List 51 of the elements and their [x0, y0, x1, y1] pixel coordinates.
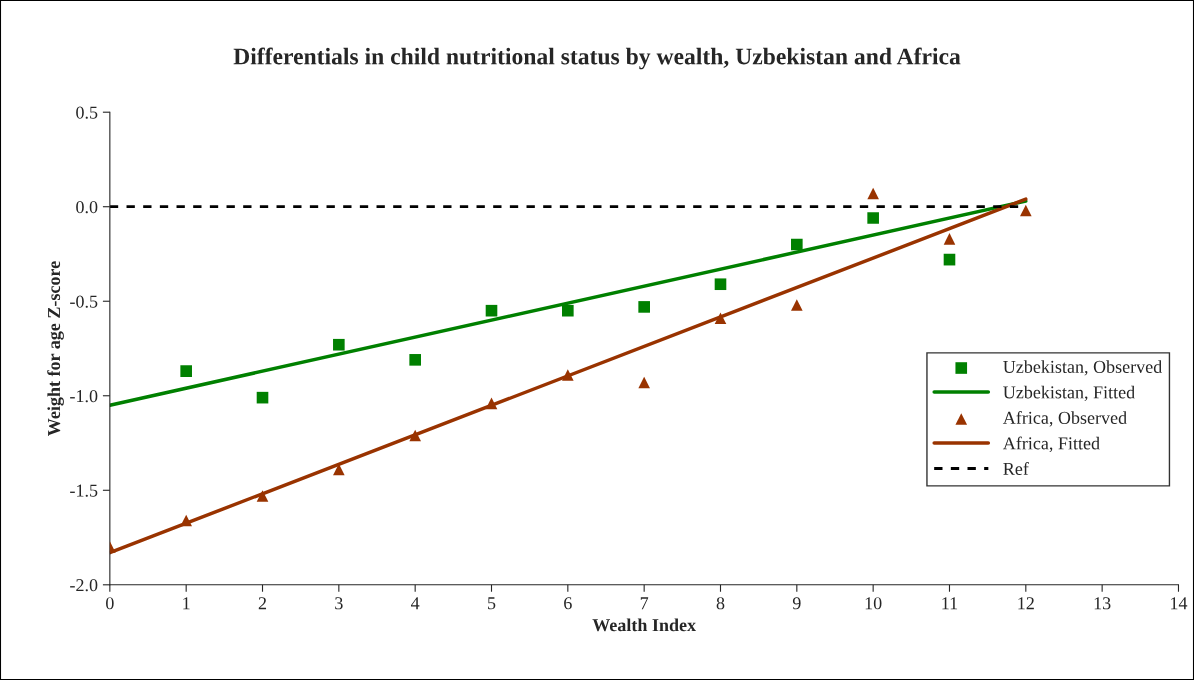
x-tick-label: 7: [640, 597, 649, 610]
x-tick-label: 12: [1018, 597, 1034, 610]
x-tick-label: 8: [716, 597, 725, 610]
point: [867, 212, 879, 224]
x-tick-label: 6: [564, 597, 572, 610]
legend-label: Africa, Fitted: [1002, 436, 1100, 453]
y-tick-label: 0.5: [76, 106, 98, 119]
x-tick-label: 13: [1094, 597, 1111, 610]
x-tick-label: 2: [258, 597, 267, 610]
x-tick-label: 4: [411, 597, 420, 610]
point: [562, 304, 574, 317]
x-tick-label: 9: [792, 597, 801, 610]
point: [943, 233, 956, 245]
legend-label: Uzbekistan, Fitted: [1003, 385, 1135, 402]
chart-title: Differentials in child nutritional status by wealth, Uzbekistan and Africa: [233, 47, 961, 70]
point: [485, 397, 498, 410]
point: [943, 253, 956, 266]
y-axis-title: Weight for age Z-score: [47, 261, 64, 436]
point: [638, 376, 650, 389]
x-tick-label: 11: [942, 597, 958, 610]
point: [180, 514, 192, 527]
x-tick-label: 10: [865, 597, 882, 610]
point: [333, 338, 345, 351]
x-tick-label: 14: [1171, 597, 1188, 610]
point: [867, 187, 879, 200]
point: [1020, 204, 1032, 217]
legend-label: Uzbekistan, Observed: [1003, 360, 1162, 376]
x-tick-label: 1: [183, 597, 190, 610]
point: [791, 238, 803, 251]
point: [485, 304, 498, 317]
point: [256, 490, 269, 502]
y-tick-label: -0.5: [70, 295, 98, 308]
x-axis-title: Wealth Index: [592, 618, 696, 632]
point: [256, 391, 269, 404]
legend-label: Ref: [1003, 462, 1029, 475]
y-tick-label: -1.5: [70, 484, 98, 497]
point: [791, 299, 803, 311]
point: [638, 301, 650, 313]
point: [562, 369, 574, 381]
legend-label: Africa, Observed: [1002, 411, 1127, 427]
x-tick-label: 3: [335, 597, 343, 610]
point: [409, 354, 421, 366]
point: [714, 312, 727, 325]
x-tick-label: 0: [106, 597, 114, 610]
point: [409, 429, 421, 442]
y-tick-label: -2.0: [70, 579, 98, 592]
y-tick-label: 0.0: [76, 200, 98, 214]
point: [180, 365, 192, 377]
y-tick-label: -1.0: [70, 390, 98, 403]
x-tick-label: 5: [488, 597, 496, 610]
point: [714, 278, 727, 291]
